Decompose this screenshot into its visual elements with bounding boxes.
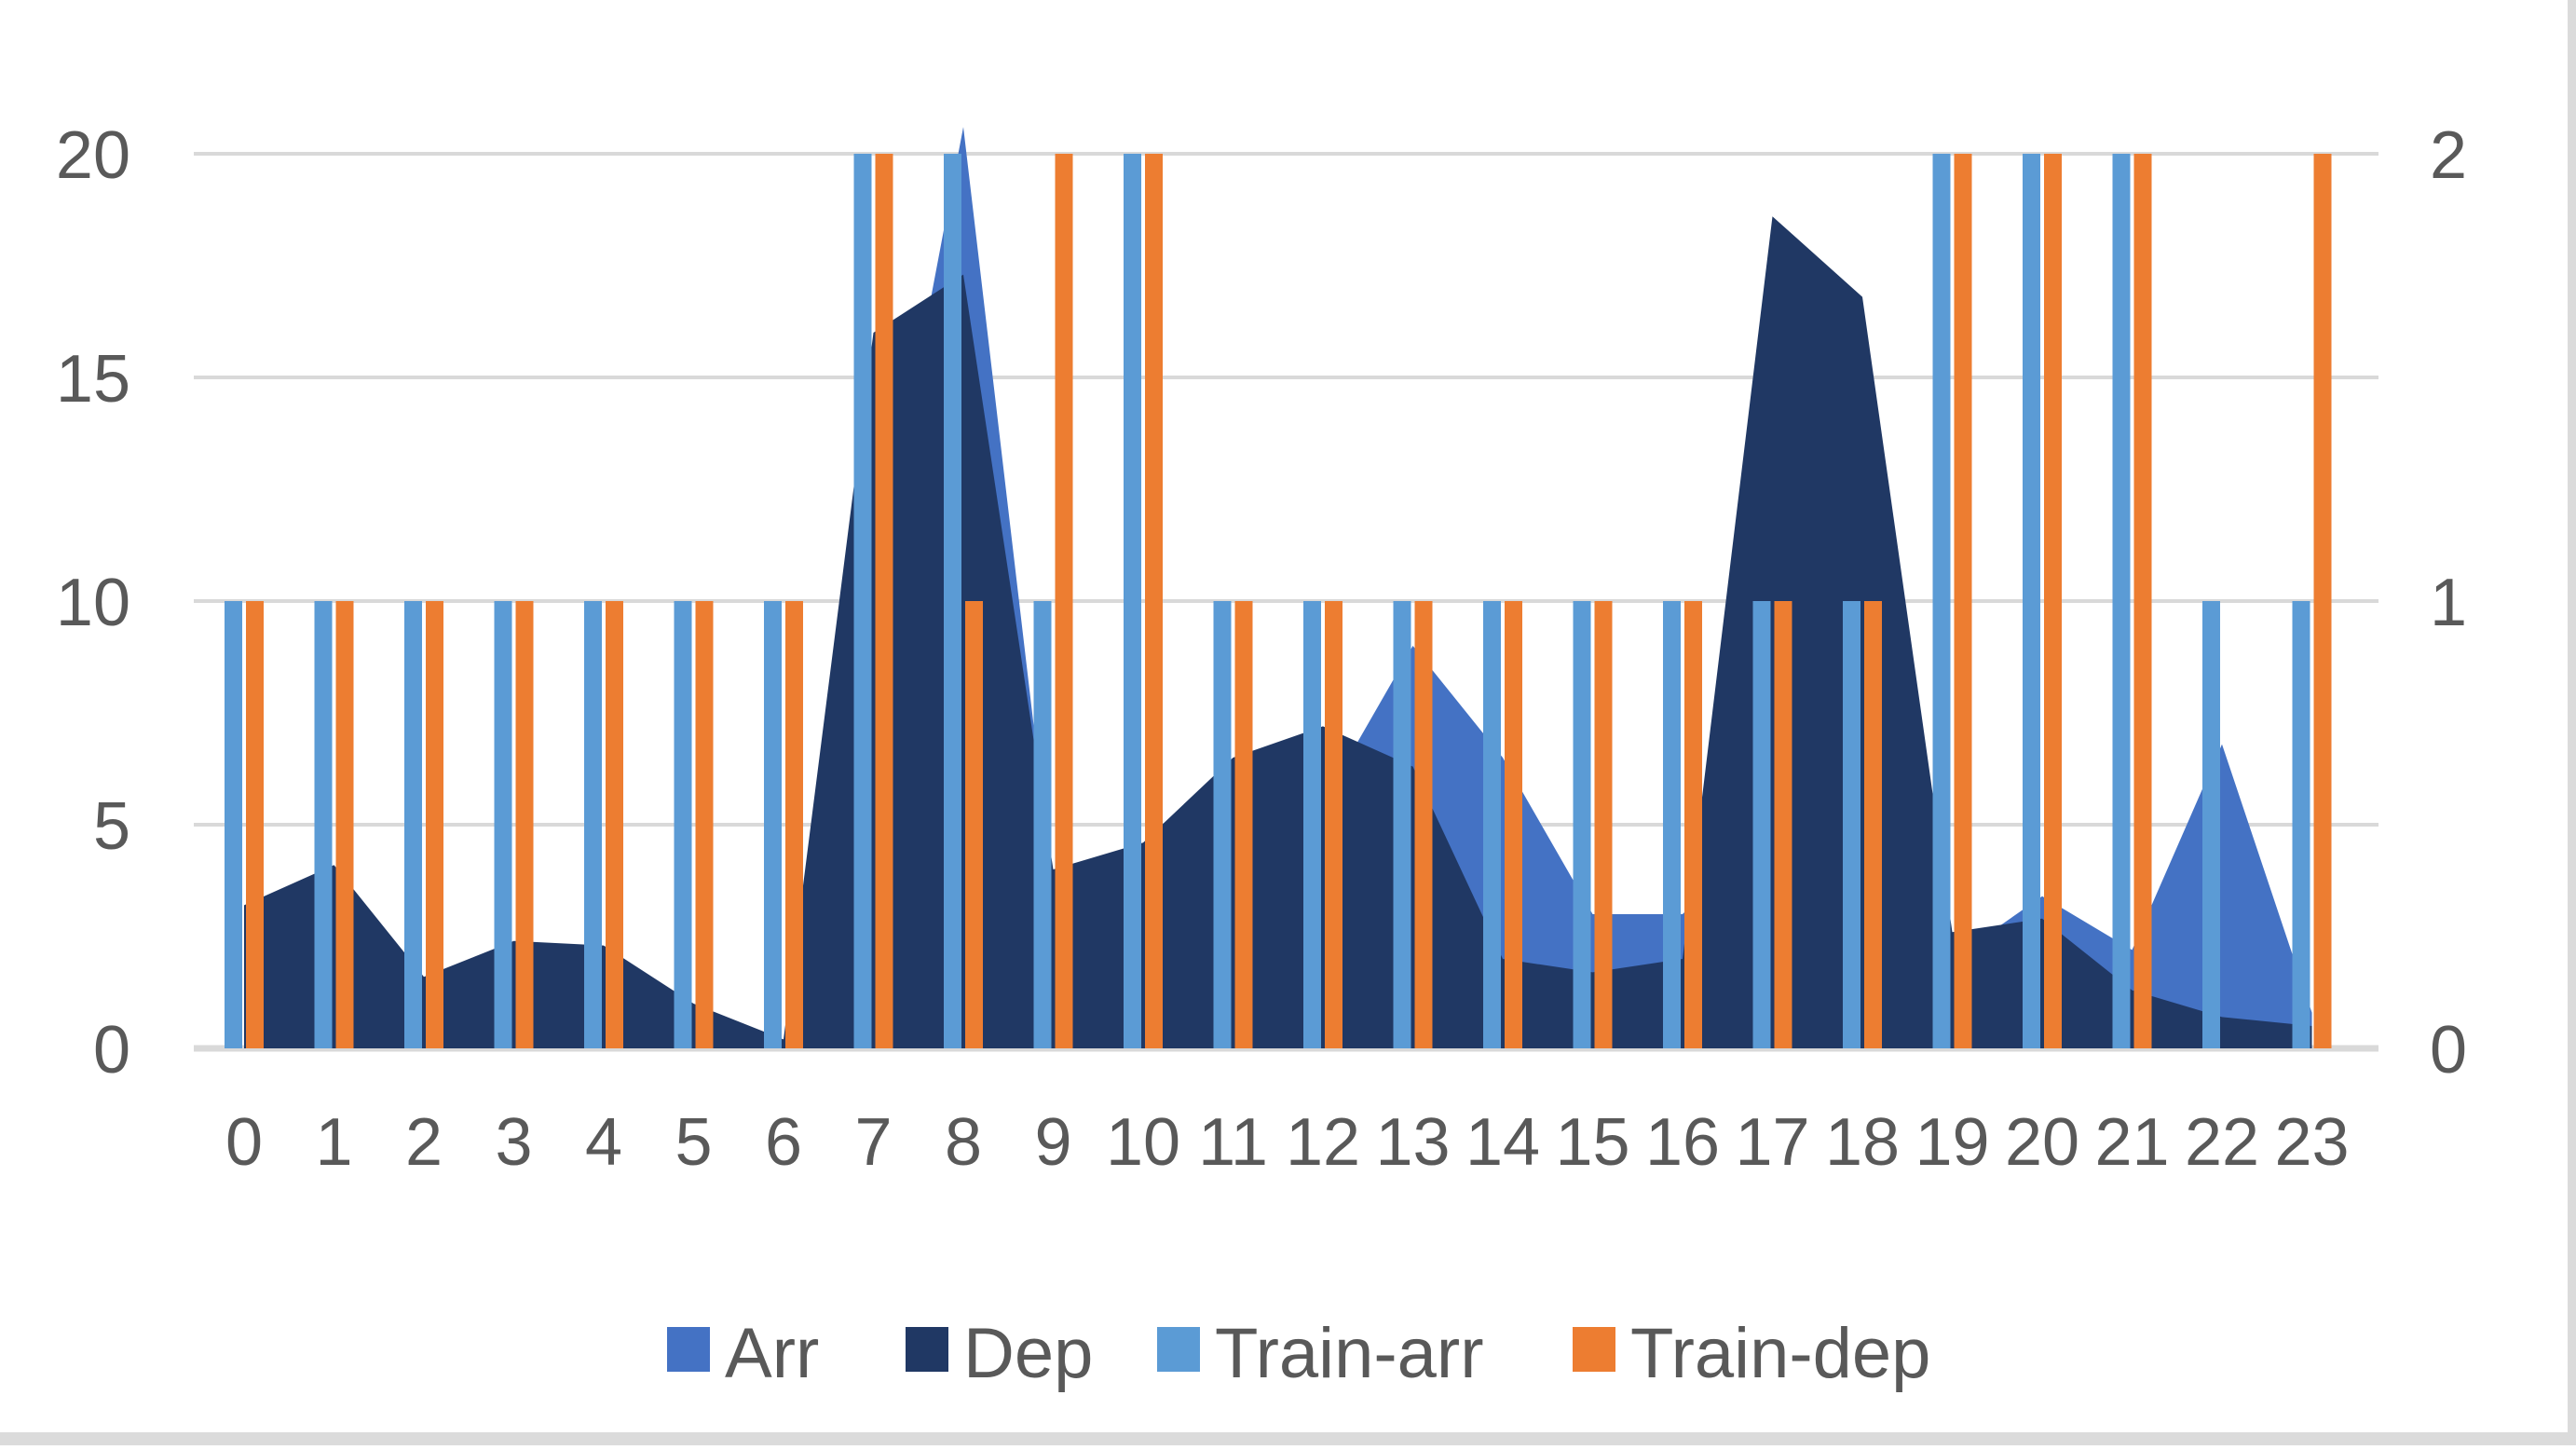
train-arr-bar-h18 [1843, 601, 1860, 1048]
train-dep-bar-h4 [606, 601, 623, 1048]
right-axis-tick-1: 1 [2430, 566, 2467, 640]
bottom-edge-strip [0, 1432, 2576, 1445]
right-axis-tick-0: 0 [2430, 1013, 2467, 1088]
x-axis-label-4: 4 [585, 1105, 622, 1180]
x-axis-label-11: 11 [1198, 1105, 1268, 1180]
train-arr-bar-h5 [674, 601, 692, 1048]
train-dep-bar-h18 [1864, 601, 1882, 1048]
train-arr-bar-h6 [764, 601, 782, 1048]
train-arr-bar-h23 [2292, 601, 2310, 1048]
train-dep-bar-h23 [2313, 154, 2332, 1048]
x-axis-label-17: 17 [1735, 1105, 1809, 1180]
x-axis-label-10: 10 [1106, 1105, 1180, 1180]
legend-swatch-dep [906, 1327, 948, 1372]
train-arr-bar-h8 [944, 154, 961, 1048]
x-axis-label-1: 1 [315, 1105, 352, 1180]
train-arr-bar-h15 [1573, 601, 1591, 1048]
left-axis-tick-10: 10 [56, 566, 130, 640]
x-axis-label-6: 6 [765, 1105, 802, 1180]
x-axis-label-8: 8 [945, 1105, 982, 1180]
legend-swatch-train-dep [1573, 1327, 1615, 1372]
x-axis-label-2: 2 [405, 1105, 443, 1180]
train-dep-bar-h12 [1325, 601, 1343, 1048]
x-axis-label-19: 19 [1915, 1105, 1989, 1180]
train-arr-bar-h9 [1033, 601, 1052, 1048]
train-dep-bar-h7 [875, 154, 893, 1048]
train-dep-bar-h21 [2133, 154, 2152, 1048]
train-arr-bar-h3 [494, 601, 512, 1048]
x-axis-label-13: 13 [1375, 1105, 1450, 1180]
legend-label-dep: Dep [963, 1314, 1093, 1393]
train-arr-bar-h22 [2202, 601, 2220, 1048]
train-dep-bar-h5 [695, 601, 714, 1048]
x-axis-label-15: 15 [1555, 1105, 1629, 1180]
train-dep-bar-h14 [1505, 601, 1522, 1048]
train-arr-bar-h21 [2112, 154, 2131, 1048]
train-arr-bar-h20 [2023, 154, 2040, 1048]
left-axis-tick-0: 0 [93, 1013, 130, 1088]
right-axis-tick-2: 2 [2430, 118, 2467, 193]
x-axis-label-5: 5 [675, 1105, 712, 1180]
train-dep-bar-h11 [1234, 601, 1253, 1048]
dep-area-series [244, 216, 2312, 1048]
x-axis-label-20: 20 [2005, 1105, 2079, 1180]
legend-swatch-train-arr [1157, 1327, 1200, 1372]
x-axis-label-14: 14 [1465, 1105, 1540, 1180]
train-dep-bar-h10 [1145, 154, 1163, 1048]
train-arr-bar-h14 [1483, 601, 1501, 1048]
train-arr-bar-h2 [404, 601, 422, 1048]
x-axis-label-0: 0 [225, 1105, 263, 1180]
train-dep-bar-h13 [1414, 601, 1433, 1048]
train-arr-bar-h4 [584, 601, 602, 1048]
train-dep-bar-h17 [1774, 601, 1792, 1048]
train-arr-bar-h17 [1752, 601, 1771, 1048]
train-dep-bar-h19 [1954, 154, 1972, 1048]
train-dep-bar-h16 [1684, 601, 1702, 1048]
train-dep-bar-h9 [1055, 154, 1073, 1048]
left-axis-tick-5: 5 [93, 789, 130, 864]
train-arr-bar-h0 [225, 601, 242, 1048]
left-axis-tick-20: 20 [56, 118, 130, 193]
train-dep-bar-h6 [785, 601, 803, 1048]
legend-label-arr: Arr [725, 1314, 819, 1393]
train-dep-bar-h3 [515, 601, 534, 1048]
train-arr-bar-h13 [1393, 601, 1411, 1048]
x-axis-label-18: 18 [1825, 1105, 1900, 1180]
train-arr-bar-h10 [1124, 154, 1141, 1048]
train-arr-bar-h11 [1213, 601, 1232, 1048]
left-axis-tick-15: 15 [56, 342, 130, 417]
x-axis-label-9: 9 [1034, 1105, 1071, 1180]
train-arr-bar-h1 [314, 601, 333, 1048]
train-dep-bar-h0 [246, 601, 264, 1048]
x-axis-label-21: 21 [2094, 1105, 2169, 1180]
train-dep-bar-h20 [2044, 154, 2062, 1048]
legend-label-train-dep: Train-dep [1630, 1314, 1930, 1393]
x-axis-label-16: 16 [1645, 1105, 1720, 1180]
legend-label-train-arr: Train-arr [1215, 1314, 1484, 1393]
x-axis-label-7: 7 [854, 1105, 892, 1180]
train-dep-bar-h2 [426, 601, 443, 1048]
train-arr-bar-h12 [1303, 601, 1321, 1048]
train-dep-bar-h1 [335, 601, 354, 1048]
x-axis-label-22: 22 [2185, 1105, 2259, 1180]
x-axis-label-23: 23 [2274, 1105, 2349, 1180]
legend-swatch-arr [667, 1327, 710, 1372]
x-axis-label-12: 12 [1286, 1105, 1360, 1180]
train-dep-bar-h15 [1594, 601, 1613, 1048]
train-dep-bar-h8 [965, 601, 983, 1048]
train-arr-bar-h16 [1663, 601, 1681, 1048]
train-arr-bar-h7 [853, 154, 872, 1048]
train-arr-bar-h19 [1932, 154, 1951, 1048]
x-axis-label-3: 3 [495, 1105, 532, 1180]
right-edge-strip [2568, 0, 2576, 1438]
